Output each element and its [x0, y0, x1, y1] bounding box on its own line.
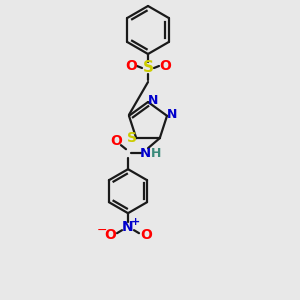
Text: −: −	[97, 224, 107, 237]
Text: O: O	[104, 228, 116, 242]
Text: S: S	[127, 131, 137, 145]
Text: H: H	[151, 147, 161, 160]
Text: N: N	[167, 108, 177, 121]
Text: O: O	[110, 134, 122, 148]
Text: S: S	[142, 61, 154, 76]
Text: O: O	[140, 228, 152, 242]
Text: N: N	[140, 147, 151, 160]
Text: N: N	[122, 220, 134, 234]
Text: N: N	[148, 94, 158, 107]
Text: +: +	[130, 217, 140, 227]
Text: O: O	[159, 59, 171, 73]
Text: O: O	[125, 59, 137, 73]
